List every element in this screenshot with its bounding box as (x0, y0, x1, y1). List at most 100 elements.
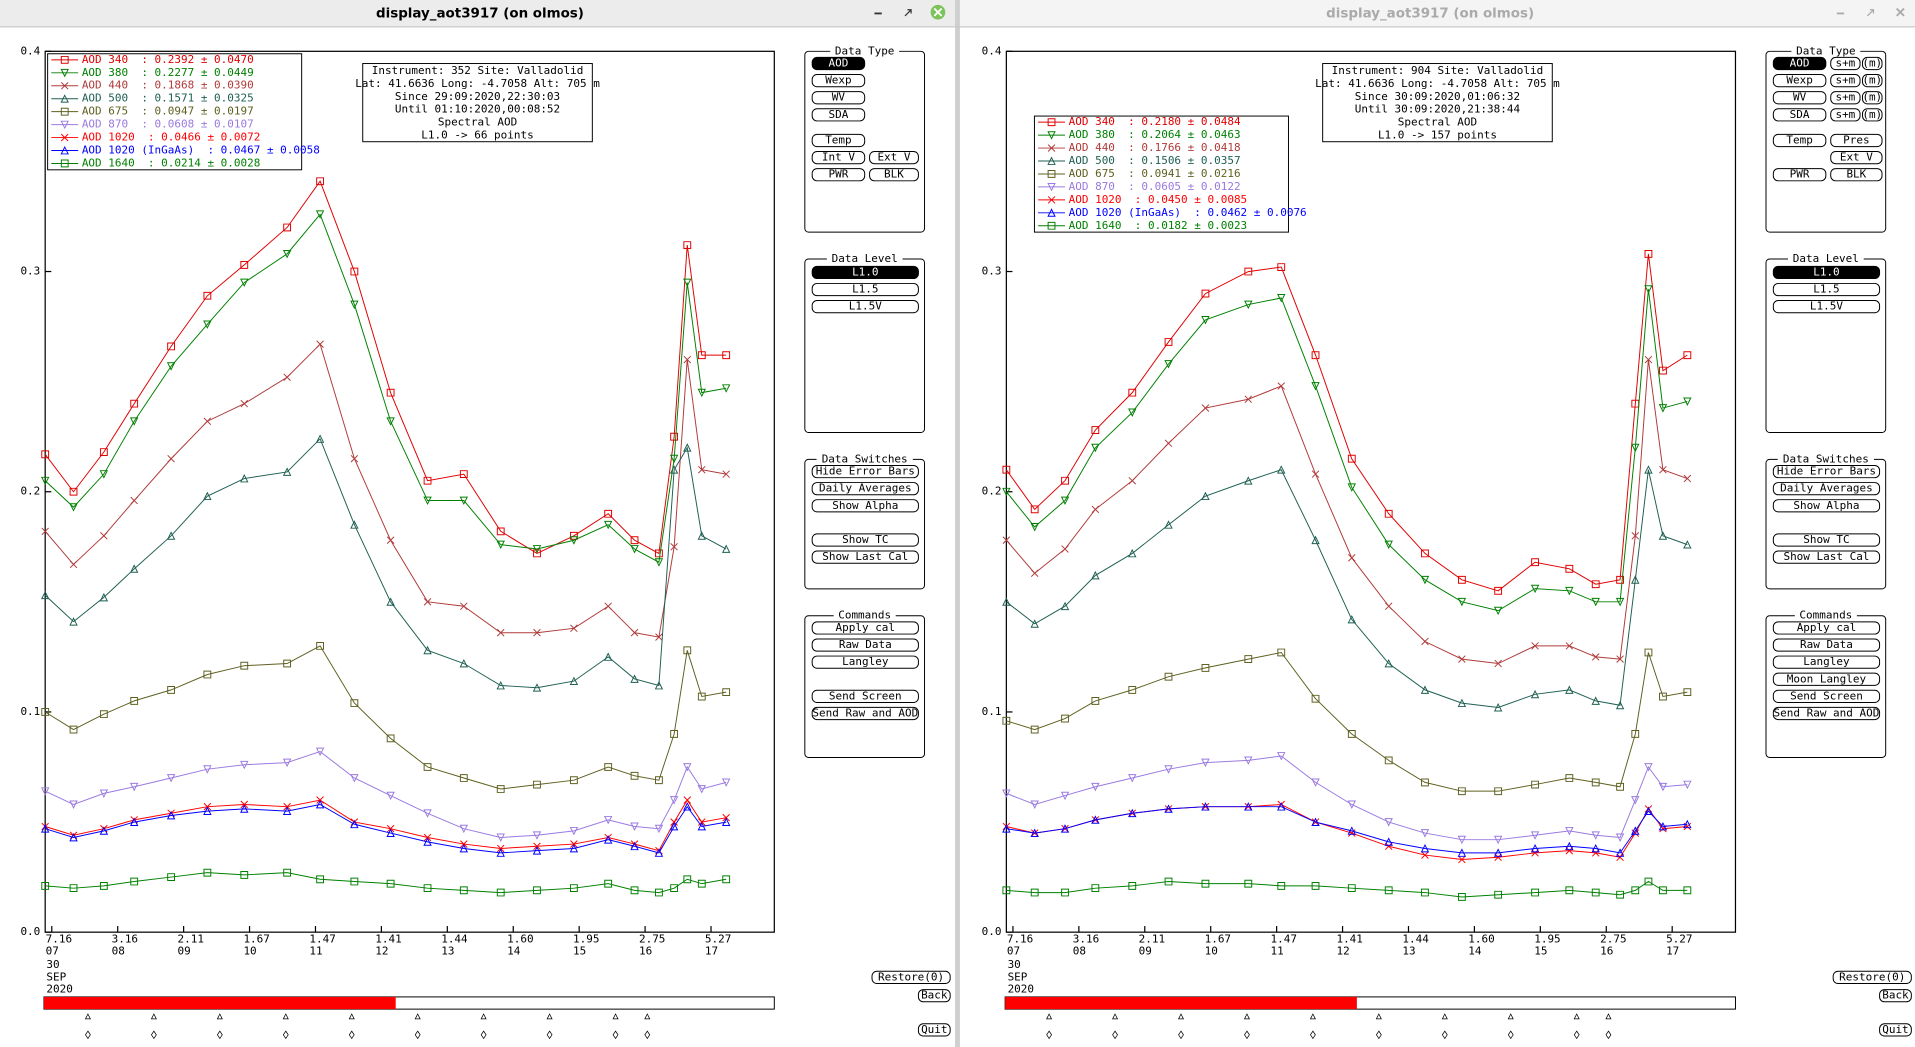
marker (1061, 545, 1069, 553)
marker (203, 491, 212, 501)
button[interactable] (811, 300, 919, 314)
marker (697, 531, 706, 540)
button[interactable] (1772, 533, 1881, 547)
panel-title: Commands (838, 609, 891, 622)
marker (1644, 285, 1653, 294)
button[interactable] (811, 74, 866, 88)
marker (1565, 685, 1574, 694)
button[interactable] (1772, 56, 1827, 71)
marker (1002, 487, 1011, 497)
button[interactable] (869, 168, 919, 182)
button[interactable] (1830, 151, 1883, 165)
button[interactable] (1861, 91, 1883, 105)
button[interactable] (811, 482, 919, 496)
button[interactable] (811, 621, 919, 635)
button-label: (m) (1862, 74, 1882, 87)
button[interactable] (1772, 282, 1881, 297)
button[interactable] (811, 499, 919, 513)
x-tick-label: 1.41 (375, 932, 401, 945)
button[interactable] (811, 56, 866, 71)
marker (459, 470, 468, 479)
button[interactable] (811, 108, 866, 122)
button[interactable] (1772, 621, 1881, 635)
button[interactable] (1772, 91, 1827, 105)
close[interactable] (1896, 7, 1905, 17)
marker (386, 734, 395, 743)
button[interactable] (1861, 74, 1883, 88)
button[interactable] (811, 133, 866, 148)
legend-label: AOD 1640 : 0.0182 ± 0.0023 (1069, 219, 1248, 232)
button[interactable] (1772, 672, 1881, 686)
marker (283, 373, 291, 381)
button[interactable] (1832, 970, 1912, 984)
day-marker (1178, 1030, 1184, 1040)
button[interactable] (811, 533, 919, 547)
marker (670, 884, 679, 893)
button[interactable] (811, 91, 866, 105)
button[interactable] (871, 970, 951, 984)
button[interactable] (917, 1023, 951, 1037)
marker (1384, 837, 1393, 846)
marker (1091, 426, 1100, 434)
day-marker (1507, 1013, 1514, 1020)
marker (603, 835, 613, 844)
button[interactable] (1772, 265, 1881, 280)
button[interactable] (811, 550, 919, 564)
marker (129, 417, 139, 426)
button[interactable] (1861, 108, 1883, 122)
button[interactable] (1772, 133, 1827, 148)
button[interactable] (1772, 168, 1827, 182)
button[interactable] (1830, 56, 1861, 71)
button[interactable] (1772, 108, 1827, 122)
button-label: Apply cal (836, 621, 896, 634)
maximize[interactable] (904, 9, 912, 17)
button[interactable] (811, 282, 919, 297)
button[interactable] (869, 151, 919, 165)
marker (1277, 752, 1286, 761)
button[interactable] (1830, 91, 1861, 105)
marker (240, 661, 249, 670)
button[interactable] (1772, 706, 1881, 721)
button[interactable] (811, 464, 919, 479)
button[interactable] (917, 989, 951, 1003)
marker (1565, 586, 1574, 596)
button[interactable] (811, 151, 866, 165)
button[interactable] (1879, 1023, 1912, 1037)
button-label: Show TC (1803, 533, 1849, 546)
button[interactable] (1772, 638, 1881, 652)
button[interactable] (1772, 464, 1881, 479)
time-strip-fill (43, 996, 396, 1010)
button[interactable] (811, 638, 919, 652)
button[interactable] (1772, 74, 1827, 88)
maximize[interactable] (1866, 9, 1875, 17)
date-label: 2020 (46, 983, 72, 996)
button[interactable] (1772, 499, 1881, 513)
panel-title: Commands (1799, 609, 1852, 622)
marker (533, 628, 541, 637)
marker (60, 133, 69, 142)
button[interactable] (1772, 689, 1881, 703)
button[interactable] (811, 706, 919, 721)
button[interactable] (1830, 133, 1883, 148)
day-marker (414, 1030, 421, 1040)
marker (350, 774, 359, 783)
x-tick-day: 07 (46, 945, 59, 958)
button[interactable] (1830, 108, 1861, 122)
button[interactable] (811, 655, 919, 669)
marker (697, 351, 706, 360)
button[interactable] (1879, 989, 1912, 1003)
button[interactable] (1772, 482, 1881, 496)
marker (1384, 756, 1393, 765)
button[interactable] (1830, 74, 1861, 88)
button[interactable] (811, 168, 866, 182)
button[interactable] (1772, 655, 1881, 669)
button[interactable] (811, 265, 919, 280)
day-marker (1375, 1030, 1382, 1040)
button[interactable] (1772, 300, 1881, 314)
button[interactable] (1830, 168, 1883, 182)
button[interactable] (811, 689, 919, 703)
button[interactable] (1772, 550, 1881, 564)
button-label: PWR (1790, 168, 1810, 181)
button[interactable] (1861, 56, 1883, 71)
